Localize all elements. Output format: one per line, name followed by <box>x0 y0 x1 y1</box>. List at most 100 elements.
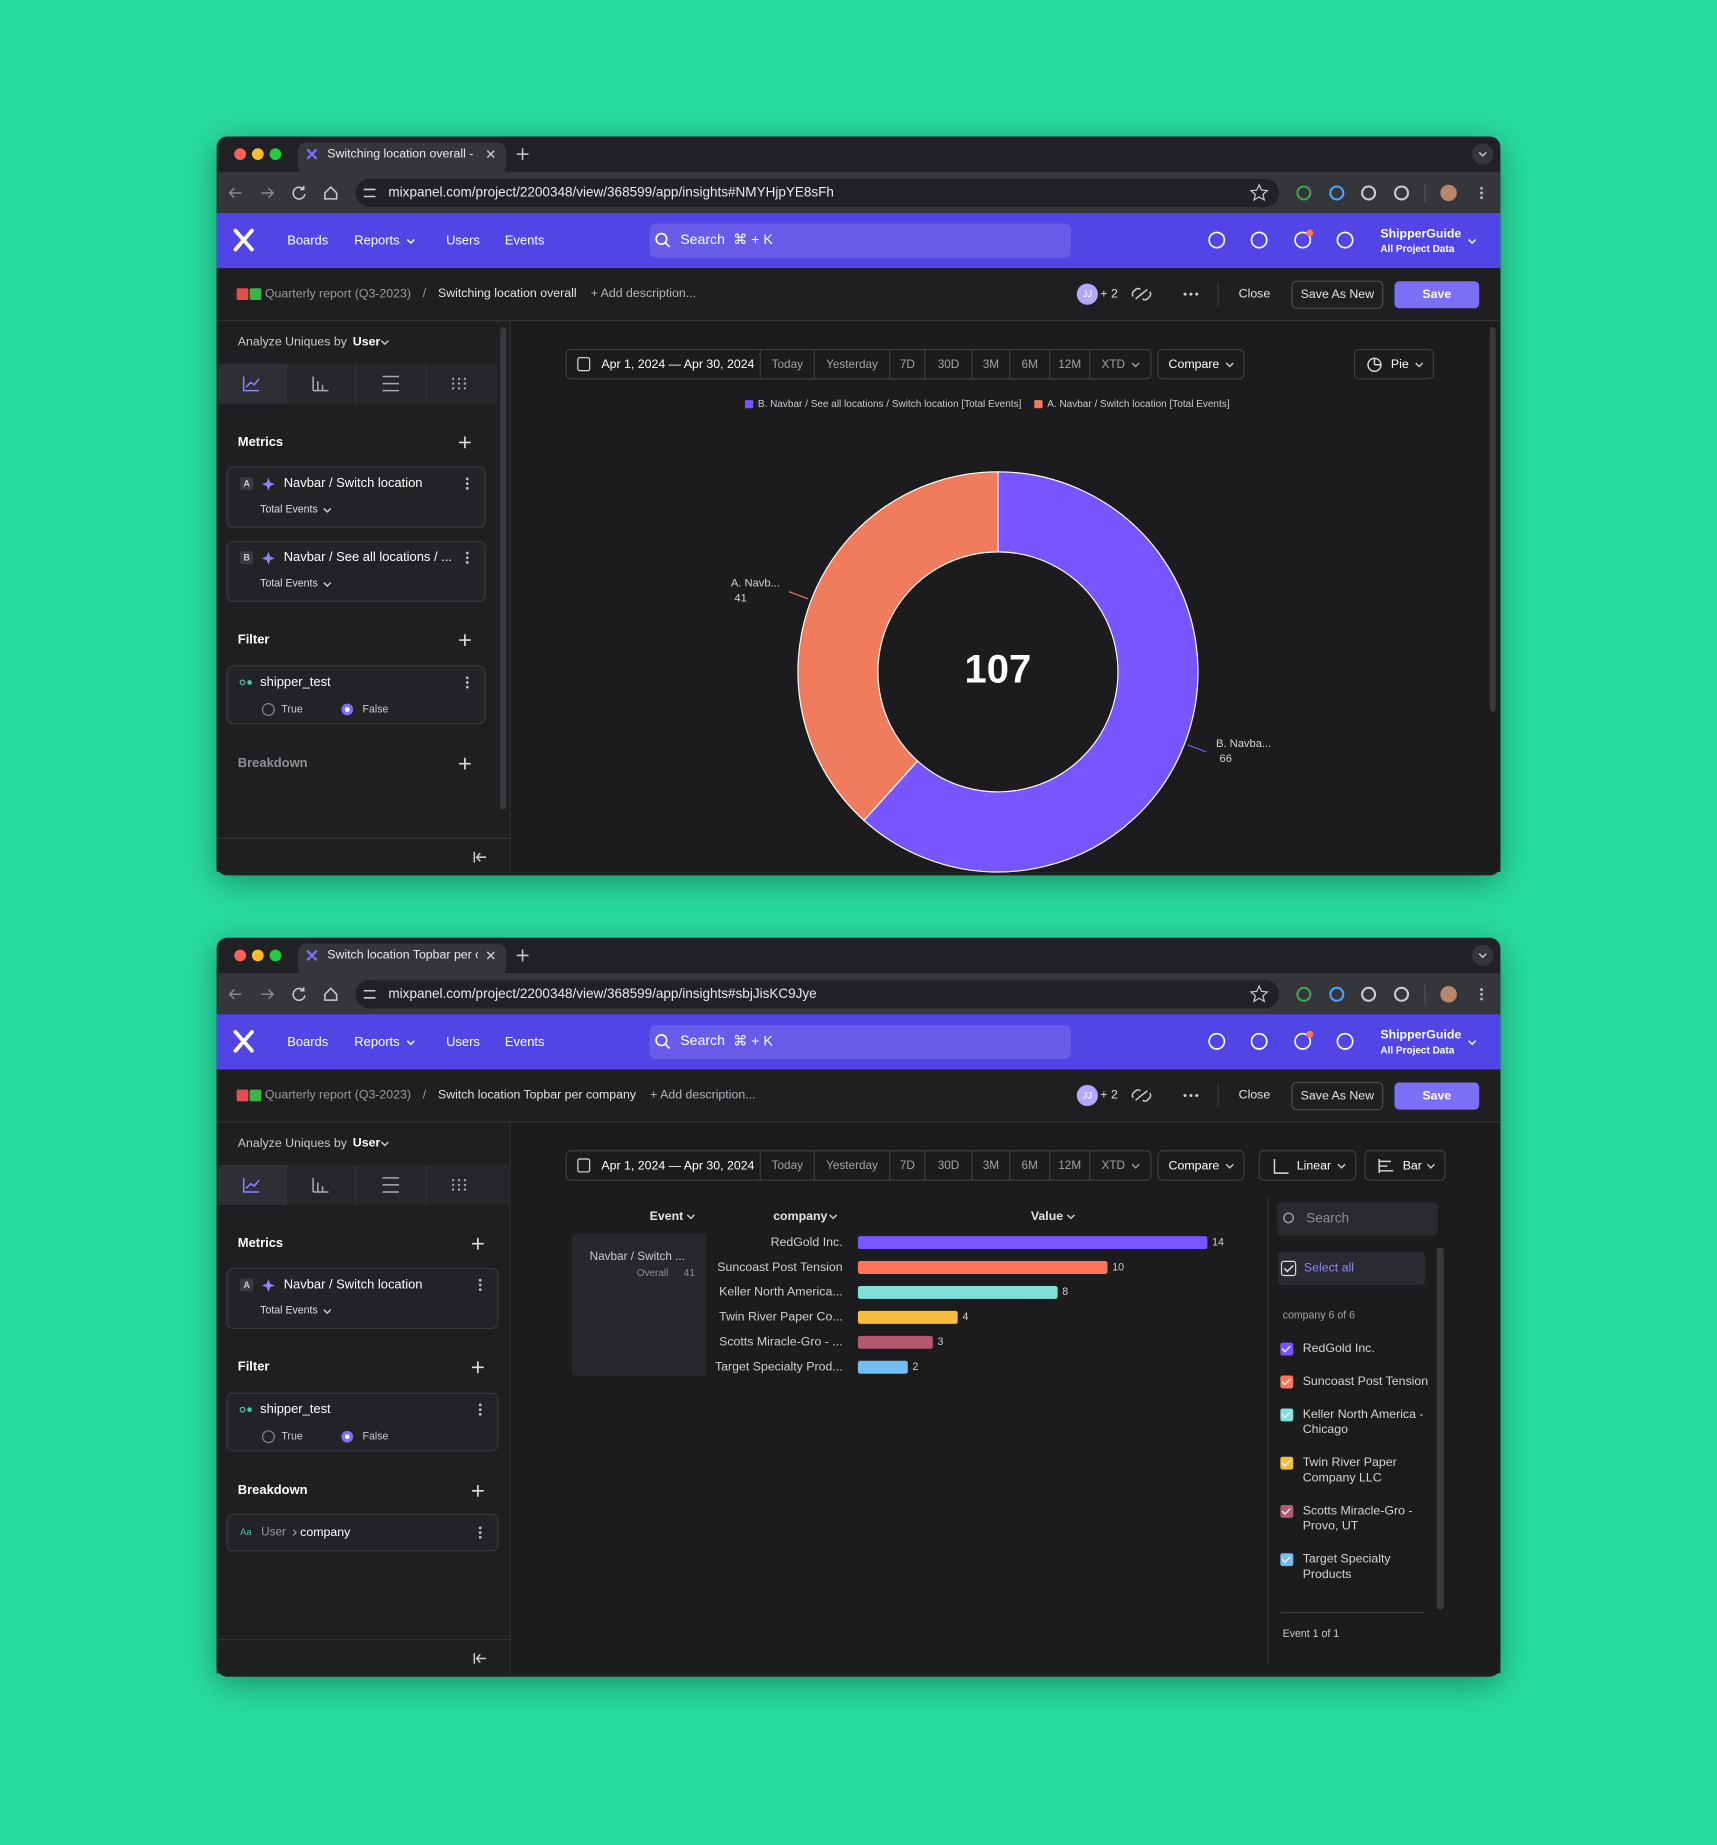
metric-card <box>226 466 486 528</box>
range-option[interactable]: Today <box>772 358 803 371</box>
panel-search[interactable] <box>1276 1202 1439 1236</box>
radio[interactable] <box>261 703 275 716</box>
insights-tab <box>242 1177 260 1193</box>
close-button[interactable]: Close <box>1239 286 1271 300</box>
range-option[interactable]: 7D <box>900 358 915 371</box>
new-tab[interactable] <box>516 949 529 962</box>
add-icon[interactable] <box>471 1237 484 1250</box>
column-header[interactable]: Event <box>650 1209 684 1223</box>
nav-item[interactable]: Events <box>505 233 545 248</box>
add-icon[interactable] <box>459 436 471 449</box>
compare-label[interactable]: Compare <box>1169 1158 1220 1172</box>
legend-checkbox[interactable] <box>1280 1504 1294 1518</box>
extension-icon <box>1393 185 1410 201</box>
menu-icon <box>1480 997 1483 1001</box>
save-label[interactable]: Save <box>1422 287 1451 301</box>
legend-item[interactable]: Scotts Miracle-Gro - Provo, UT <box>1276 1494 1429 1542</box>
add-icon[interactable] <box>471 1361 484 1374</box>
close-button[interactable]: Close <box>1239 1088 1271 1102</box>
legend-item[interactable]: Target Specialty Products <box>1276 1543 1429 1591</box>
search-box[interactable] <box>649 1024 1071 1059</box>
nav-item[interactable]: Boards <box>287 233 328 248</box>
scale-button <box>1258 1150 1357 1181</box>
chevron-icon <box>406 238 415 244</box>
range-option[interactable]: 3M <box>983 1159 999 1172</box>
profile-avatar <box>1440 184 1457 202</box>
legend-item[interactable]: RedGold Inc. <box>1276 1332 1429 1365</box>
range-option[interactable]: 30D <box>938 358 960 371</box>
nav-item[interactable]: Reports <box>354 1034 399 1049</box>
save-button <box>1394 1082 1480 1110</box>
more-icon <box>1189 1093 1193 1097</box>
legend-label[interactable]: A. Navbar / Switch location [Total Event… <box>1047 399 1230 410</box>
range-option[interactable]: XTD <box>1101 1159 1125 1172</box>
range-option[interactable]: 12M <box>1058 358 1081 371</box>
more-icon <box>1195 292 1199 296</box>
legend-item[interactable]: Twin River Paper Company LLC <box>1276 1446 1429 1494</box>
menu-icon <box>478 1403 482 1407</box>
add-icon[interactable] <box>459 757 471 770</box>
range-option[interactable]: Yesterday <box>826 358 878 371</box>
legend-checkbox[interactable] <box>1280 1374 1294 1388</box>
retention-tab <box>463 377 467 381</box>
extension-icon <box>1329 185 1345 201</box>
date-range[interactable]: Apr 1, 2024 — Apr 30, 2024 <box>601 357 754 371</box>
new-tab[interactable] <box>516 148 529 161</box>
nav-item[interactable]: Users <box>446 233 480 248</box>
range-option[interactable]: 6M <box>1022 1159 1038 1172</box>
chevron-icon <box>1131 362 1140 368</box>
column-header[interactable]: company <box>773 1209 827 1223</box>
radio[interactable] <box>261 1430 275 1444</box>
range-option[interactable]: 7D <box>900 1159 915 1172</box>
legend-checkbox[interactable] <box>1280 1552 1294 1566</box>
save-label[interactable]: Save <box>1422 1088 1451 1102</box>
compare-label[interactable]: Compare <box>1169 357 1220 371</box>
nav-item[interactable]: Boards <box>287 1034 328 1049</box>
add-description[interactable]: + Add description... <box>591 286 696 300</box>
nav-item[interactable]: Reports <box>354 233 399 248</box>
add-description[interactable]: + Add description... <box>650 1088 755 1102</box>
value-label: 4 <box>962 1311 968 1323</box>
nav-item[interactable]: Events <box>505 1034 545 1049</box>
scale-label[interactable]: Linear <box>1297 1158 1331 1172</box>
save-as-new-label[interactable]: Save As New <box>1301 287 1374 301</box>
tab-close[interactable] <box>486 951 495 960</box>
chart-type-label[interactable]: Pie <box>1391 357 1409 371</box>
back-button <box>228 187 242 199</box>
add-icon[interactable] <box>459 634 471 646</box>
filter-property: shipper_test <box>260 674 331 689</box>
legend-checkbox[interactable] <box>1280 1341 1294 1355</box>
more-icon <box>1189 292 1193 296</box>
range-option[interactable]: Yesterday <box>826 1159 878 1172</box>
chevron-icon <box>1468 1040 1477 1046</box>
range-option[interactable]: 12M <box>1058 1159 1081 1172</box>
date-range[interactable]: Apr 1, 2024 — Apr 30, 2024 <box>601 1158 754 1172</box>
chart-type-label[interactable]: Bar <box>1403 1158 1422 1172</box>
home-button <box>324 987 338 1001</box>
legend-checkbox[interactable] <box>1280 1407 1294 1421</box>
metric-card <box>226 540 486 602</box>
legend-items: RedGold Inc. Suncoast Post Tension Keller … <box>1276 1332 1429 1591</box>
range-option[interactable]: XTD <box>1101 358 1125 371</box>
more-icon <box>1195 1093 1199 1097</box>
url-bar[interactable] <box>355 980 1280 1009</box>
legend-item[interactable]: Suncoast Post Tension <box>1276 1365 1429 1398</box>
url-bar[interactable] <box>355 178 1280 208</box>
bar <box>857 1285 1058 1299</box>
save-as-new-label[interactable]: Save As New <box>1301 1088 1374 1102</box>
column-header[interactable]: Value <box>1031 1209 1063 1223</box>
tab-favicon <box>306 949 318 961</box>
tab-close[interactable] <box>486 150 495 159</box>
range-option[interactable]: 6M <box>1022 358 1038 371</box>
legend-label[interactable]: B. Navbar / See all locations / Switch l… <box>758 399 1022 410</box>
select-all[interactable]: Select all <box>1304 1261 1354 1275</box>
legend-item[interactable]: Keller North America - Chicago <box>1276 1398 1429 1446</box>
range-option[interactable]: Today <box>772 1159 803 1172</box>
search-box[interactable] <box>649 223 1071 258</box>
range-option[interactable]: 3M <box>983 358 999 371</box>
legend-checkbox[interactable] <box>1280 1456 1294 1470</box>
add-icon[interactable] <box>471 1484 484 1497</box>
nav-item[interactable]: Users <box>446 1034 480 1049</box>
more-icon <box>1183 292 1187 296</box>
range-option[interactable]: 30D <box>938 1159 960 1172</box>
